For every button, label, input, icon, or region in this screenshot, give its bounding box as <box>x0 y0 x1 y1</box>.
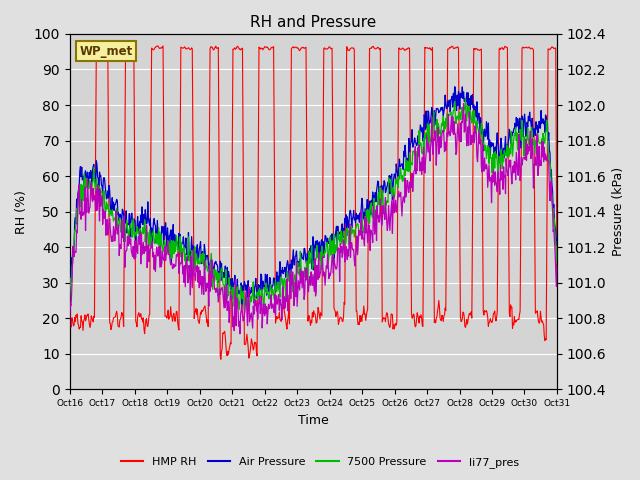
Legend: HMP RH, Air Pressure, 7500 Pressure, li77_pres: HMP RH, Air Pressure, 7500 Pressure, li7… <box>116 452 524 472</box>
Y-axis label: RH (%): RH (%) <box>15 190 28 234</box>
Y-axis label: Pressure (kPa): Pressure (kPa) <box>612 167 625 256</box>
Text: WP_met: WP_met <box>79 45 132 58</box>
Title: RH and Pressure: RH and Pressure <box>250 15 376 30</box>
X-axis label: Time: Time <box>298 414 329 427</box>
